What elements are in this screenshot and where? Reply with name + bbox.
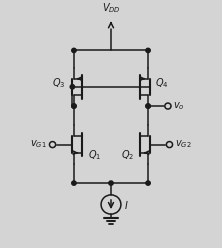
Text: $v_{G1}$: $v_{G1}$	[30, 139, 47, 151]
Text: $Q_1$: $Q_1$	[88, 148, 101, 162]
Circle shape	[165, 103, 171, 109]
Circle shape	[146, 104, 150, 108]
Circle shape	[70, 85, 75, 89]
Circle shape	[109, 181, 113, 185]
Text: $Q_2$: $Q_2$	[121, 148, 134, 162]
Circle shape	[146, 181, 150, 185]
Text: $v_{G2}$: $v_{G2}$	[175, 139, 192, 151]
Circle shape	[72, 104, 76, 108]
Circle shape	[72, 104, 76, 108]
Circle shape	[72, 48, 76, 53]
Circle shape	[72, 181, 76, 185]
Circle shape	[146, 104, 150, 108]
Circle shape	[50, 142, 56, 148]
Circle shape	[166, 142, 172, 148]
Text: $V_{DD}$: $V_{DD}$	[102, 1, 120, 15]
Text: $I$: $I$	[124, 198, 129, 211]
Text: $Q_4$: $Q_4$	[155, 77, 168, 91]
Text: $Q_3$: $Q_3$	[52, 77, 66, 91]
Circle shape	[146, 48, 150, 53]
Text: $v_o$: $v_o$	[173, 100, 185, 112]
